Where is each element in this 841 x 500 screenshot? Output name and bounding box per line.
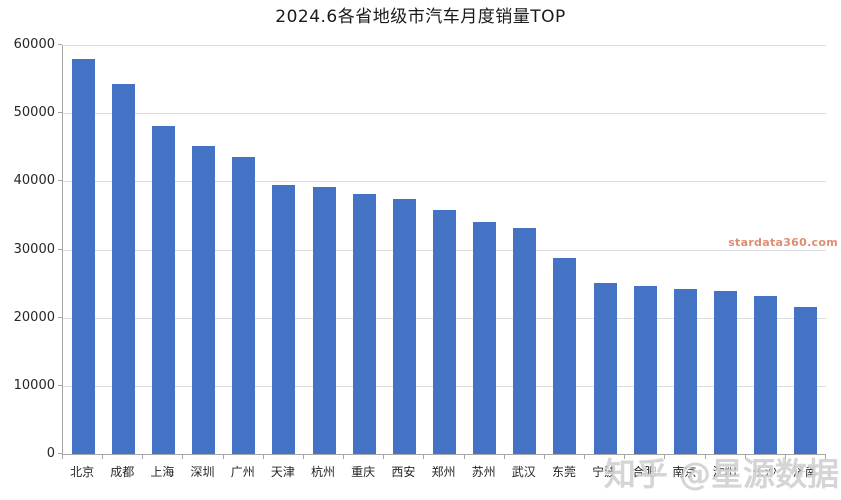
- plot-area: [62, 45, 826, 455]
- x-axis-tick: [784, 455, 786, 459]
- x-axis-label-武汉: 武汉: [511, 465, 536, 479]
- x-axis-tick: [383, 455, 385, 459]
- x-axis-label-郑州: 郑州: [431, 465, 456, 479]
- x-axis-label-苏州: 苏州: [471, 465, 496, 479]
- x-axis-label-西安: 西安: [391, 465, 416, 479]
- x-axis-label-沈阳: 沈阳: [712, 465, 737, 479]
- x-axis-tick: [704, 455, 706, 459]
- x-axis-label-济南: 济南: [792, 465, 817, 479]
- x-axis-label-北京: 北京: [70, 465, 95, 479]
- x-axis-label-东莞: 东莞: [551, 465, 576, 479]
- x-axis-label-南京: 南京: [672, 465, 697, 479]
- y-axis-tick: [58, 44, 62, 45]
- bar-西安: [392, 199, 416, 454]
- bar-上海: [151, 126, 175, 454]
- bar-苏州: [473, 221, 497, 454]
- watermark-zhihu-xingyuan: 知乎 @星源数据: [603, 455, 839, 493]
- x-axis-tick: [343, 455, 345, 459]
- x-axis-label-合肥: 合肥: [632, 465, 657, 479]
- bar-东莞: [553, 257, 577, 454]
- bar-北京: [71, 58, 95, 454]
- bar-沈阳: [714, 291, 738, 454]
- x-axis-label-天津: 天津: [270, 465, 295, 479]
- x-axis-tick: [825, 455, 826, 459]
- bar-长沙: [754, 295, 778, 454]
- y-axis-label: 20000: [13, 309, 55, 325]
- gridline: [63, 113, 826, 115]
- x-axis-tick: [423, 455, 425, 459]
- y-axis-tick: [58, 316, 62, 318]
- bar-郑州: [433, 209, 456, 454]
- watermark-stardata360: stardata360.com: [728, 236, 838, 249]
- x-axis-tick: [222, 455, 224, 459]
- y-axis-label: 40000: [13, 173, 55, 189]
- bar-济南: [794, 306, 818, 454]
- x-axis-tick: [463, 455, 465, 459]
- x-axis-tick: [503, 455, 505, 459]
- chart-title: 2024.6各省地级市汽车月度销量TOP: [275, 7, 566, 27]
- bar-武汉: [513, 227, 537, 454]
- bar-广州: [232, 156, 256, 454]
- x-axis-label-深圳: 深圳: [190, 465, 215, 479]
- x-axis-label-成都: 成都: [110, 465, 135, 479]
- bar-深圳: [192, 145, 216, 454]
- x-axis-label-广州: 广州: [230, 465, 255, 479]
- x-axis-tick: [624, 455, 626, 459]
- gridline: [63, 181, 826, 183]
- y-axis-label: 30000: [13, 241, 55, 257]
- x-axis-tick: [744, 455, 746, 459]
- bar-天津: [272, 184, 296, 454]
- x-axis-tick: [182, 455, 184, 459]
- gridline: [63, 45, 826, 46]
- x-axis-tick: [142, 455, 144, 459]
- y-axis-tick: [58, 112, 62, 114]
- bar-合肥: [633, 285, 657, 454]
- bar-宁波: [593, 282, 617, 454]
- x-axis-tick: [543, 455, 545, 459]
- y-axis-label: 50000: [13, 105, 55, 121]
- x-axis-tick: [262, 455, 264, 459]
- x-axis-tick: [102, 455, 104, 459]
- y-axis-tick: [58, 384, 62, 386]
- x-axis-label-重庆: 重庆: [351, 465, 376, 479]
- x-axis-tick: [62, 455, 63, 459]
- x-axis-tick: [584, 455, 586, 459]
- y-axis-label: 10000: [13, 377, 55, 393]
- x-axis-label-宁波: 宁波: [592, 465, 617, 479]
- bar-南京: [673, 289, 697, 454]
- x-axis-tick: [664, 455, 666, 459]
- x-axis-label-杭州: 杭州: [311, 465, 336, 479]
- bar-杭州: [312, 186, 336, 454]
- bar-重庆: [352, 193, 376, 454]
- y-axis-label: 0: [46, 446, 55, 461]
- y-axis-tick: [58, 180, 62, 182]
- x-axis-label-长沙: 长沙: [752, 465, 777, 479]
- y-axis-label: 60000: [13, 37, 55, 52]
- x-axis-label-上海: 上海: [150, 465, 175, 479]
- x-axis-tick: [302, 455, 304, 459]
- y-axis-tick: [58, 248, 62, 250]
- y-axis-tick: [58, 453, 62, 454]
- bar-成都: [111, 83, 135, 454]
